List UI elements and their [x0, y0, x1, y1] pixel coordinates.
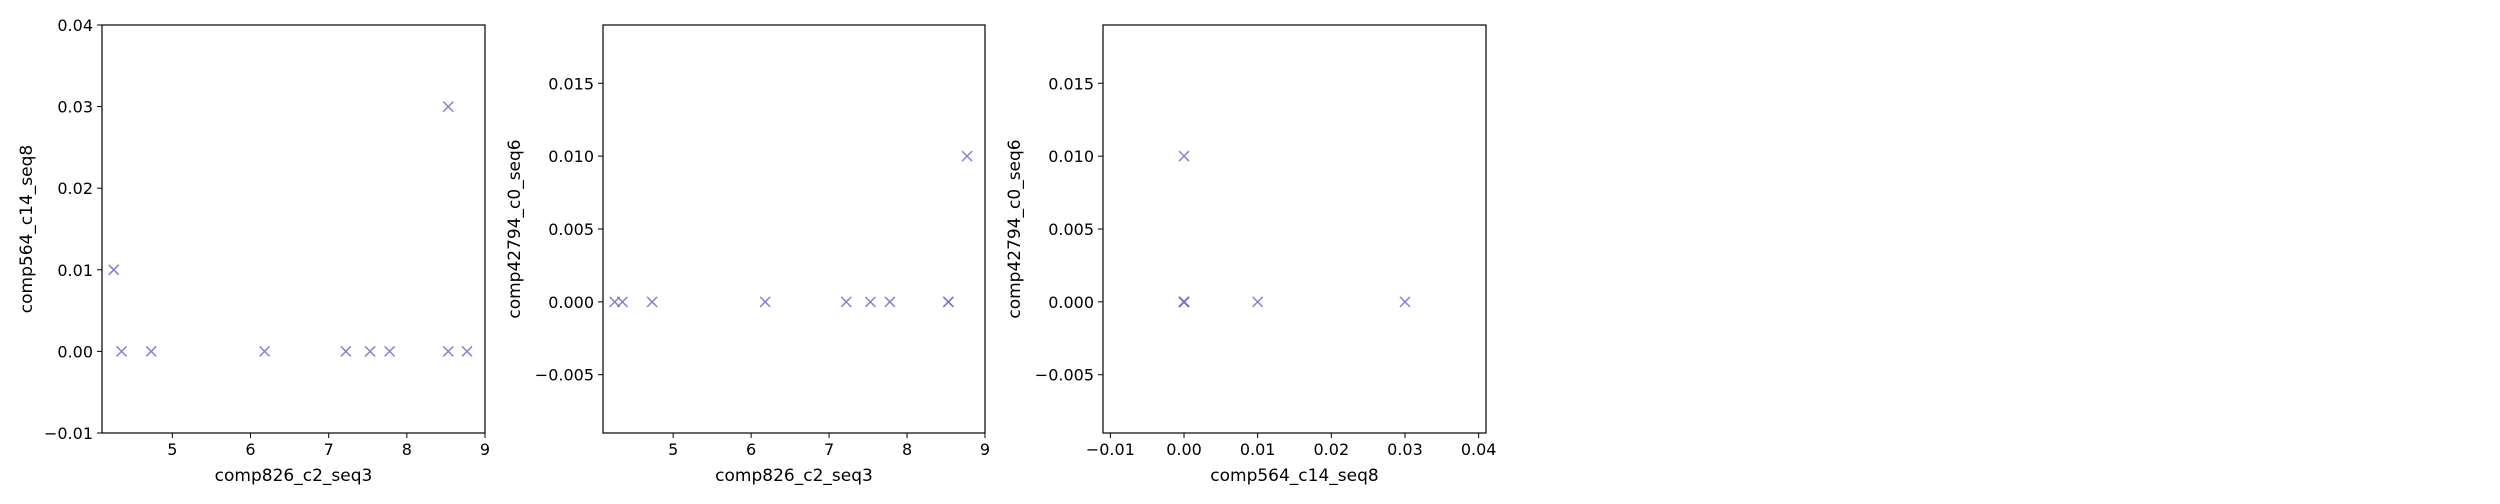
y-tick-label: 0.015	[548, 74, 594, 93]
data-point	[116, 345, 128, 357]
data-point	[364, 345, 376, 357]
y-tick-label: 0.00	[57, 342, 93, 361]
data-point	[442, 345, 454, 357]
axes-frame	[101, 24, 486, 434]
data-point	[864, 296, 876, 308]
data-point	[108, 264, 120, 276]
data-point	[442, 101, 454, 113]
plot-panel-1: 5 6 7 8 9 −0.01 0.00 0.01 0.02 0.03 0.04 comp826_c2…	[17, 16, 490, 486]
data-point	[1252, 296, 1264, 308]
data-point	[840, 296, 852, 308]
data-point	[609, 296, 621, 308]
y-axis-label: comp42794_c0_seq6	[505, 139, 525, 318]
x-tick-label: 8	[402, 440, 412, 459]
x-axis-label: comp826_c2_seq3	[715, 466, 873, 486]
x-tick-label: 7	[324, 440, 334, 459]
x-tick-label: 9	[980, 440, 990, 459]
y-tick-label: 0.015	[1048, 74, 1094, 93]
y-tick-label: 0.005	[548, 220, 594, 239]
y-tick-label: 0.010	[548, 147, 594, 166]
y-tick-label: 0.005	[1048, 220, 1094, 239]
x-tick-label: 6	[746, 440, 756, 459]
y-tick-label: −0.005	[1035, 366, 1094, 385]
y-tick-label: 0.04	[57, 16, 93, 35]
y-tick-label: 0.000	[1048, 293, 1094, 312]
y-tick-label: 0.01	[57, 261, 93, 280]
data-point	[1399, 296, 1411, 308]
y-tick-label: 0.03	[57, 98, 93, 117]
data-point	[259, 345, 271, 357]
x-tick-label: 0.01	[1240, 440, 1276, 459]
data-point	[884, 296, 896, 308]
x-tick-label: 5	[167, 440, 177, 459]
x-tick-label: 0.04	[1461, 440, 1497, 459]
data-point	[145, 345, 157, 357]
data-point	[759, 296, 771, 308]
plot-panel-3: −0.01 0.00 0.01 0.02 0.03 0.04 −0.005 0.000 0.00…	[1005, 24, 1497, 486]
x-tick-label: 0.03	[1387, 440, 1423, 459]
data-point	[1178, 150, 1190, 162]
y-axis-label: comp564_c14_seq8	[17, 145, 37, 313]
data-point	[1178, 296, 1190, 308]
x-tick-label: 5	[668, 440, 678, 459]
y-tick-label: −0.01	[44, 424, 93, 443]
axes-frame	[602, 24, 986, 434]
x-axis-label: comp564_c14_seq8	[1210, 466, 1378, 486]
x-tick-label: 7	[824, 440, 834, 459]
data-point	[461, 345, 473, 357]
axes-frame	[1102, 24, 1487, 434]
x-tick-label: −0.01	[1086, 440, 1135, 459]
data-point	[942, 296, 954, 308]
y-tick-label: −0.005	[535, 366, 594, 385]
y-axis-label: comp42794_c0_seq6	[1005, 139, 1025, 318]
data-point	[340, 345, 352, 357]
data-point	[961, 150, 973, 162]
plot-panel-2: 5 6 7 8 9 −0.005 0.000 0.005 0.010 0.015 comp826_c…	[505, 24, 990, 486]
y-tick-label: 0.010	[1048, 147, 1094, 166]
x-tick-label: 6	[245, 440, 255, 459]
data-point	[646, 296, 658, 308]
y-tick-label: 0.02	[57, 179, 93, 198]
x-tick-label: 0.00	[1166, 440, 1202, 459]
x-tick-label: 8	[902, 440, 912, 459]
y-tick-label: 0.000	[548, 293, 594, 312]
x-axis-label: comp826_c2_seq3	[215, 466, 373, 486]
x-tick-label: 9	[480, 440, 490, 459]
data-point	[616, 296, 629, 308]
data-point	[384, 345, 396, 357]
x-tick-label: 0.02	[1314, 440, 1350, 459]
